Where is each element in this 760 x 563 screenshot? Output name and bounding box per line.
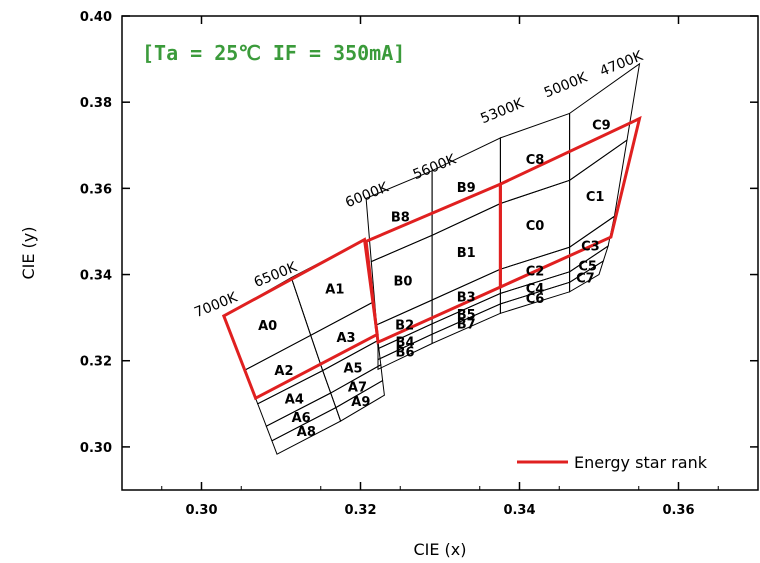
plot-frame xyxy=(121,15,759,491)
y-axis-title: CIE (y) xyxy=(19,226,38,279)
bin-label: C3 xyxy=(581,239,600,254)
bin-label: B5 xyxy=(457,308,476,323)
bin-label: A8 xyxy=(297,425,316,440)
bin-label: C2 xyxy=(526,264,545,279)
bin-label: B8 xyxy=(391,210,410,225)
x-tick-label: 0.30 xyxy=(185,503,217,518)
bin-label: C0 xyxy=(526,219,545,234)
x-tick-label: 0.34 xyxy=(503,503,535,518)
bin-label: B0 xyxy=(394,274,413,289)
y-tick-label: 0.30 xyxy=(80,441,112,456)
bin-label: A2 xyxy=(274,364,293,379)
x-tick-label: 0.36 xyxy=(662,503,694,518)
bin-label: C8 xyxy=(526,153,545,168)
energy-star-region xyxy=(498,115,642,290)
bin-label: A7 xyxy=(348,381,367,396)
bin-label: A9 xyxy=(351,395,370,410)
x-axis-ticks: 0.30 0.32 0.34 0.36 xyxy=(161,16,719,518)
bin-label: C1 xyxy=(586,190,605,205)
bin-label: C4 xyxy=(526,282,545,297)
cct-label: 7000K xyxy=(192,289,240,321)
bin-cell xyxy=(335,379,385,422)
y-tick-label: 0.32 xyxy=(80,355,112,370)
x-axis-title: CIE (x) xyxy=(413,540,466,559)
bin-label: C5 xyxy=(578,259,597,274)
bin-label: C7 xyxy=(576,271,595,286)
bin-label: B2 xyxy=(395,318,414,333)
bin-label: B4 xyxy=(396,336,415,351)
bin-label: A0 xyxy=(258,319,277,334)
bin-label: B3 xyxy=(457,291,476,306)
bin-label: A4 xyxy=(285,392,304,407)
y-tick-label: 0.36 xyxy=(80,182,112,197)
bin-label: C6 xyxy=(526,292,545,307)
cct-label: 4700K xyxy=(598,48,646,80)
y-axis-ticks: 0.30 0.32 0.34 0.36 0.38 0.40 xyxy=(80,10,758,456)
legend: Energy star rank xyxy=(510,448,754,476)
cct-label: 5300K xyxy=(478,95,526,127)
bin-label: A5 xyxy=(343,361,362,376)
bin-label: A6 xyxy=(292,411,311,426)
bin-label: B7 xyxy=(457,318,476,333)
y-tick-label: 0.40 xyxy=(80,10,112,25)
legend-label: Energy star rank xyxy=(574,453,708,472)
energy-star-outline xyxy=(221,115,642,401)
x-tick-label: 0.32 xyxy=(344,503,376,518)
bin-label: B1 xyxy=(457,246,476,261)
bin-label: A3 xyxy=(337,331,356,346)
y-tick-label: 0.38 xyxy=(80,96,112,111)
cct-label: 6000K xyxy=(343,179,391,211)
cct-label: 5600K xyxy=(411,151,459,183)
bin-label: B9 xyxy=(457,181,476,196)
condition-label: [Ta = 25℃ IF = 350mA] xyxy=(142,41,405,65)
bin-label: A1 xyxy=(325,283,344,298)
bin-label: B6 xyxy=(396,346,415,361)
bin-label: C9 xyxy=(592,118,611,133)
cct-label: 5000K xyxy=(542,69,590,101)
bin-cell xyxy=(569,259,605,293)
energy-star-region xyxy=(364,181,502,345)
y-tick-label: 0.34 xyxy=(80,269,112,284)
bin-labels: A0 A1 A2 A3 A4 A5 A6 A7 A8 A9 B8 B9 B0 B1 B2 B3 B4 B5 B6 B7… xyxy=(258,118,611,440)
